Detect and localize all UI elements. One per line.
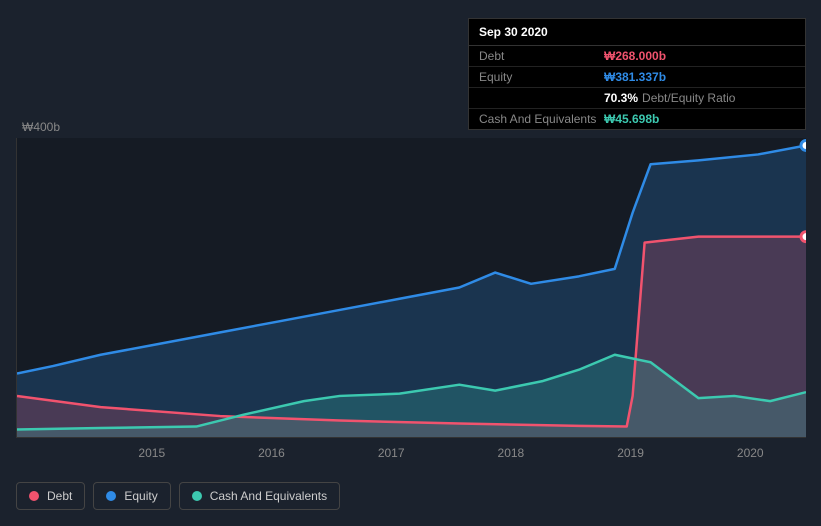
tooltip-row-value: ₩381.337b [604, 70, 666, 84]
tooltip-row-suffix: Debt/Equity Ratio [642, 91, 735, 105]
chart-legend: Debt Equity Cash And Equivalents [16, 482, 340, 510]
tooltip-row-label: Cash And Equivalents [479, 112, 604, 126]
tooltip-row-value: ₩45.698b [604, 112, 659, 126]
tooltip-row: Debt₩268.000b [469, 46, 805, 67]
tooltip-date: Sep 30 2020 [469, 19, 805, 46]
x-tick-label: 2020 [737, 446, 764, 460]
chart-tooltip: Sep 30 2020 Debt₩268.000bEquity₩381.337b… [468, 18, 806, 130]
tooltip-row: 70.3% Debt/Equity Ratio [469, 88, 805, 109]
legend-label: Debt [47, 489, 72, 503]
legend-dot-icon [106, 491, 116, 501]
chart-plot-area[interactable] [16, 138, 806, 438]
x-tick-label: 2016 [258, 446, 285, 460]
tooltip-row-label: Debt [479, 49, 604, 63]
y-tick-top: ₩400b [22, 120, 60, 134]
legend-item-debt[interactable]: Debt [16, 482, 85, 510]
legend-item-equity[interactable]: Equity [93, 482, 170, 510]
x-tick-label: 2019 [617, 446, 644, 460]
tooltip-row: Cash And Equivalents₩45.698b [469, 109, 805, 129]
series-end-marker-equity [801, 140, 806, 150]
tooltip-row-label: Equity [479, 70, 604, 84]
legend-label: Cash And Equivalents [210, 489, 327, 503]
legend-item-cash[interactable]: Cash And Equivalents [179, 482, 340, 510]
legend-dot-icon [192, 491, 202, 501]
tooltip-row-value: ₩268.000b [604, 49, 666, 63]
x-tick-label: 2015 [138, 446, 165, 460]
legend-label: Equity [124, 489, 157, 503]
x-tick-label: 2017 [378, 446, 405, 460]
tooltip-row-label [479, 91, 604, 105]
legend-dot-icon [29, 491, 39, 501]
tooltip-row: Equity₩381.337b [469, 67, 805, 88]
tooltip-row-value: 70.3% [604, 91, 638, 105]
debt-equity-chart: ₩400b ₩0 201520162017201820192020 [16, 120, 806, 465]
x-tick-label: 2018 [498, 446, 525, 460]
series-end-marker-debt [801, 232, 806, 242]
